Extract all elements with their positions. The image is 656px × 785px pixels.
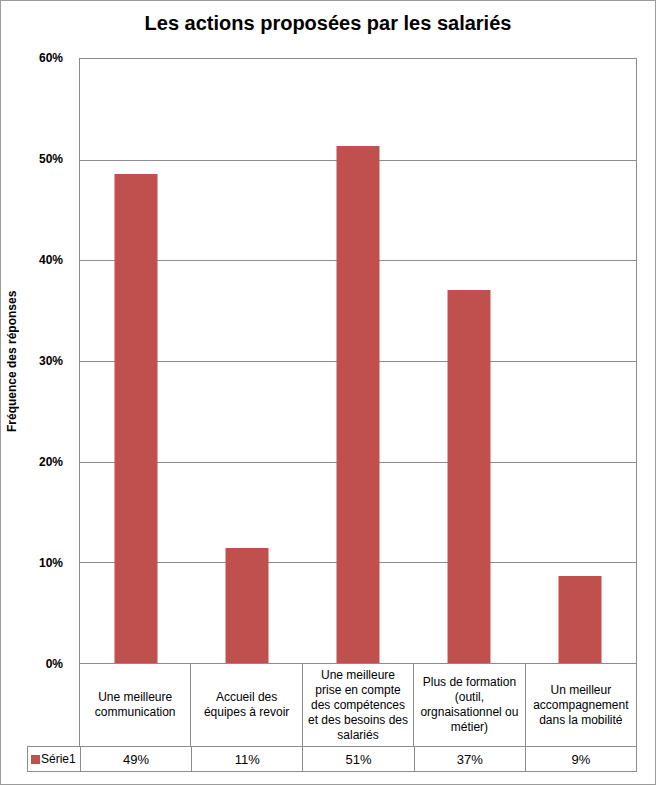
category-axis-row: Une meilleure communicationAccueil des é… <box>79 663 637 747</box>
y-tick-label: 60% <box>1 50 63 66</box>
plot-area <box>79 58 637 664</box>
series-color-swatch-icon <box>31 755 40 764</box>
y-tick-label: 0% <box>1 656 63 672</box>
y-tick-label: 50% <box>1 151 63 167</box>
chart-title: Les actions proposées par les salariés <box>1 12 655 35</box>
data-table-row: Série1 49%11%51%37%9% <box>27 746 637 772</box>
category-cell: Plus de formation (outil, orgnaisationne… <box>413 664 524 746</box>
bar-3 <box>337 146 380 663</box>
category-cell: Une meilleure prise en compte des compét… <box>302 664 413 746</box>
value-cell: 11% <box>191 747 302 771</box>
y-tick-label: 10% <box>1 555 63 571</box>
value-cell: 49% <box>80 747 191 771</box>
series-name: Série1 <box>41 752 76 766</box>
category-cell: Accueil des équipes à revoir <box>190 664 301 746</box>
bar-4 <box>448 290 491 663</box>
bar-1 <box>114 174 157 663</box>
bar-2 <box>225 548 268 663</box>
chart-frame: Les actions proposées par les salariés F… <box>0 0 656 785</box>
legend-key: Série1 <box>28 747 80 771</box>
category-cell: Une meilleure communication <box>80 664 190 746</box>
y-tick-label: 30% <box>1 353 63 369</box>
bar-5 <box>559 576 602 663</box>
category-cell: Un meilleur accompagnement dans la mobil… <box>525 664 636 746</box>
value-cell: 9% <box>525 747 636 771</box>
value-cell: 51% <box>302 747 413 771</box>
y-tick-label: 20% <box>1 454 63 470</box>
value-cell: 37% <box>414 747 525 771</box>
y-tick-label: 40% <box>1 252 63 268</box>
